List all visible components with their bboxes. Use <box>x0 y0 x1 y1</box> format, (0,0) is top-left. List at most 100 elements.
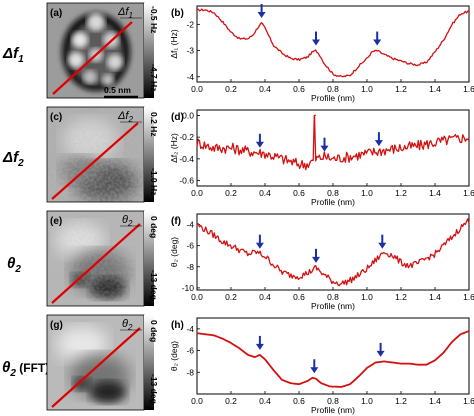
arrow-marker-h <box>376 342 385 357</box>
plot-panel-b: 0.0 0.2 0.4 0.6 0.8 1.0 1.2 1.4 1.6 -2 -3 -4 Profile… <box>169 4 474 103</box>
x-tick-label-f: 0.0 <box>191 292 203 302</box>
panel-label-d: (d) <box>171 112 184 123</box>
x-tick-label-b: 0.8 <box>327 84 339 94</box>
y-tick-label-d: -0.4 <box>179 154 194 164</box>
x-tick-label-f: 1.0 <box>361 292 373 302</box>
scalebar-label: 0.5 nm <box>104 85 131 95</box>
x-tick-label-d: 0.0 <box>191 188 203 198</box>
colorbar-g <box>144 315 154 410</box>
row-labels: Δf1 Δf2 θ2 θ2 (FFT) <box>2 45 49 379</box>
x-tick-label-h: 0.6 <box>293 396 305 406</box>
x-tick-label-h: 0.8 <box>327 396 339 406</box>
series-line-f <box>196 218 470 287</box>
panel-label-h: (h) <box>171 320 184 331</box>
y-axis-label-h: θ₂ (deg) <box>169 341 179 371</box>
scale-top-c: 0.2 Hz <box>149 112 159 137</box>
plot-panel-d: 0.0 0.2 0.4 0.6 0.8 1.0 1.2 1.4 1.6 0.0 -0.2 -0.4 -0… <box>169 109 474 207</box>
series-line-b <box>197 8 470 78</box>
x-tick-label-b: 0.0 <box>191 84 203 94</box>
plot-frame-h <box>196 317 470 395</box>
scale-bottom-e: -13 deg <box>149 270 159 300</box>
y-axis-label-d: Δf₂ (Hz) <box>169 133 179 163</box>
x-tick-label-b: 1.4 <box>429 84 441 94</box>
x-tick-label-h: 1.4 <box>429 396 441 406</box>
plot-frame-f <box>196 213 470 291</box>
x-axis-label-d: Profile (nm) <box>311 197 355 207</box>
x-axis-label-h: Profile (nm) <box>311 405 355 415</box>
panel-label-a: (a) <box>50 8 62 19</box>
x-tick-label-b: 1.2 <box>395 84 407 94</box>
x-tick-label-h: 1.6 <box>463 396 474 406</box>
x-tick-label-f: 0.2 <box>225 292 237 302</box>
y-tick-label-h: -8 <box>186 367 194 377</box>
x-tick-label-b: 0.4 <box>259 84 271 94</box>
x-tick-label-d: 1.2 <box>395 188 407 198</box>
scale-top-g: 0 deg <box>149 320 159 342</box>
colorbar-a <box>144 3 154 98</box>
x-tick-label-f: 0.6 <box>293 292 305 302</box>
profile-line-e <box>51 223 141 304</box>
x-tick-label-f: 0.8 <box>327 292 339 302</box>
row-label-theta2: θ2 <box>7 255 21 275</box>
series-line-h <box>196 330 470 388</box>
arrow-marker-d <box>320 137 329 152</box>
x-tick-label-d: 1.6 <box>463 188 474 198</box>
panel-label-g: (g) <box>50 320 63 331</box>
x-tick-label-h: 0.2 <box>225 396 237 406</box>
row-label-df2: Δf2 <box>2 149 24 169</box>
image-panel-c: (c) Δf2 0.2 Hz -1.0 Hz <box>46 106 159 203</box>
arrow-marker-f <box>312 248 320 263</box>
y-tick-label-f: -8 <box>186 262 194 272</box>
panel-label-b: (b) <box>171 8 184 19</box>
arrow-marker-f <box>255 234 264 249</box>
x-tick-label-d: 1.0 <box>361 188 373 198</box>
scale-bottom-c: -1.0 Hz <box>149 168 159 195</box>
y-tick-label-h: -4 <box>186 324 194 334</box>
panel-label-e: (e) <box>50 216 62 227</box>
arrow-marker-h <box>255 335 264 350</box>
arrow-marker-d <box>374 132 383 147</box>
y-tick-label-f: -4 <box>186 220 194 230</box>
x-tick-label-d: 0.8 <box>327 188 339 198</box>
image-tag-g: θ2 <box>122 318 133 332</box>
y-tick-label-b: -3 <box>186 46 194 56</box>
arrow-marker-d <box>255 133 264 148</box>
y-tick-label-f: -6 <box>186 241 194 251</box>
arrow-marker-b <box>312 31 320 46</box>
y-tick-label-h: -6 <box>186 346 194 356</box>
arrow-marker-f <box>378 234 387 249</box>
panel-label-c: (c) <box>50 112 62 123</box>
x-tick-label-h: 1.2 <box>395 396 407 406</box>
arrow-marker-b <box>257 4 266 19</box>
x-axis-label-b: Profile (nm) <box>311 93 355 103</box>
profile-line-a <box>52 21 133 95</box>
x-tick-label-b: 1.6 <box>463 84 474 94</box>
x-tick-label-f: 1.6 <box>463 292 474 302</box>
x-tick-label-h: 1.0 <box>361 396 373 406</box>
y-axis-label-f: θ₂ (deg) <box>169 237 179 267</box>
scale-top-e: 0 deg <box>149 216 159 238</box>
colorbar-c <box>144 107 154 202</box>
x-tick-label-b: 0.2 <box>225 84 237 94</box>
image-tag-e: θ2 <box>122 214 133 228</box>
colorbar-e <box>144 211 154 306</box>
y-axis-label-b: Δf₁ (Hz) <box>169 29 179 58</box>
image-panel-a: (a) Δf1 -0.5 Hz -4.7 Hz 0.5 nm <box>46 2 159 99</box>
scale-top-a: -0.5 Hz <box>149 6 159 33</box>
x-tick-label-f: 1.4 <box>429 292 441 302</box>
y-tick-label-b: -2 <box>186 19 194 29</box>
arrow-marker-h <box>310 359 319 374</box>
panel-label-f: (f) <box>171 216 181 227</box>
image-panel-e: (e) θ2 0 deg -13 deg <box>46 210 159 307</box>
image-tag-a: Δf1 <box>117 6 133 20</box>
profile-line-g <box>51 327 141 408</box>
x-tick-label-h: 0.4 <box>259 396 271 406</box>
x-tick-label-d: 0.6 <box>293 188 305 198</box>
x-tick-label-f: 0.4 <box>259 292 271 302</box>
profile-line-c <box>51 122 139 200</box>
y-tick-label-d: 0.0 <box>182 110 194 120</box>
y-tick-label-d: -0.2 <box>179 132 194 142</box>
x-tick-label-d: 0.2 <box>225 188 237 198</box>
y-tick-label-b: -4 <box>186 72 194 82</box>
